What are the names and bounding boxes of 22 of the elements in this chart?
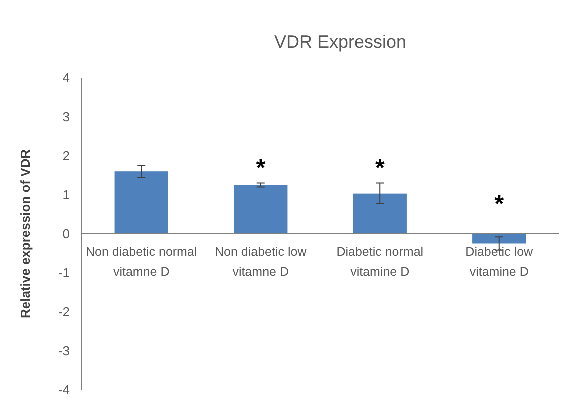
- y-axis-title: Relative expression of VDR: [18, 148, 33, 319]
- bar: [114, 172, 168, 234]
- y-tick-label: -4: [58, 382, 70, 398]
- y-tick-label: 0: [62, 226, 70, 242]
- x-tick-label: Non diabetic normal vitamne D: [86, 245, 198, 279]
- annotation: *: [375, 155, 386, 182]
- y-tick-label: -1: [58, 266, 70, 281]
- bar: [472, 234, 526, 244]
- x-tick-label: Diabetic low vitamine D: [466, 245, 534, 279]
- y-tick-label: -2: [58, 304, 70, 320]
- x-tick-label: Diabetic normal vitamine D: [336, 245, 424, 279]
- bar: [353, 194, 407, 234]
- y-tick-label: 4: [62, 70, 70, 86]
- x-tick-label: Non diabetic low vitamne D: [215, 245, 308, 279]
- y-tick-label: 1: [62, 188, 70, 203]
- annotation: *: [494, 190, 505, 218]
- annotation: *: [256, 155, 266, 182]
- y-tick-label: 2: [62, 148, 70, 164]
- y-tick-label: -3: [58, 344, 70, 359]
- chart-title: VDR Expression: [274, 32, 407, 52]
- y-tick-label: 3: [62, 110, 70, 125]
- bar: [234, 185, 288, 234]
